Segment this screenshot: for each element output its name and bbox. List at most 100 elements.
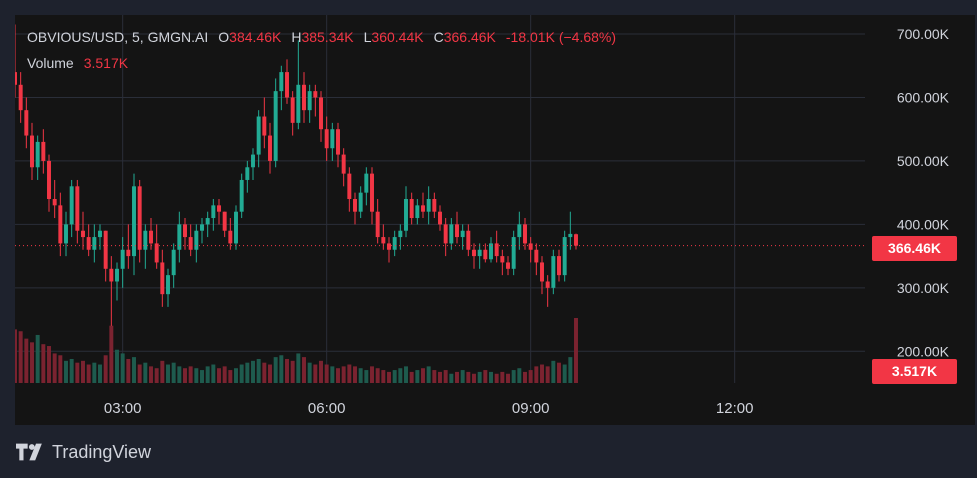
low-label: L: [363, 29, 372, 45]
chart-panel[interactable]: 700.00K 600.00K 500.00K 400.00K 300.00K 200.0…: [15, 15, 975, 425]
candle-body: [98, 230, 102, 238]
candle-body: [511, 237, 516, 269]
volume-bar: [540, 364, 544, 383]
volume-value: 3.517K: [83, 55, 129, 71]
candle-body: [183, 224, 187, 238]
volume-bar: [562, 364, 567, 383]
volume-bar: [523, 371, 527, 383]
candle-body: [506, 262, 510, 269]
candle-body: [313, 91, 318, 98]
volume-bar: [81, 360, 85, 383]
volume-bar: [211, 364, 216, 383]
volume-bar: [415, 370, 420, 383]
volume-bar: [534, 366, 539, 383]
volume-bar: [500, 371, 505, 383]
tradingview-logo[interactable]: TradingView: [16, 441, 151, 463]
last-price-tag: 366.46K: [872, 236, 957, 261]
candle-body: [103, 230, 108, 269]
tradingview-logo-icon: [16, 443, 42, 461]
volume-layer: [15, 318, 578, 383]
candle-body: [245, 167, 250, 180]
candle-body: [438, 211, 442, 225]
candle-body: [239, 179, 244, 212]
volume-bar: [466, 371, 471, 383]
candle-body: [205, 218, 210, 225]
volume-bar: [324, 364, 329, 383]
volume-bar: [239, 364, 244, 383]
candle-body: [392, 237, 397, 250]
volume-bar: [205, 366, 210, 383]
candle-body: [115, 268, 119, 282]
candle-body: [149, 230, 153, 244]
candle-body: [443, 224, 448, 244]
candle-body: [494, 243, 499, 257]
volume-bar: [228, 370, 233, 383]
volume-bar: [517, 368, 522, 383]
time-axis[interactable]: 03:00 06:00 09:00 12:00: [104, 400, 754, 417]
volume-bar: [477, 371, 482, 383]
volume-bar: [421, 368, 425, 383]
symbol-title[interactable]: OBVIOUS/USD, 5, GMGN.AI: [27, 29, 209, 45]
time-tick-label: 06:00: [308, 400, 346, 417]
candle-body: [545, 281, 550, 288]
candle-body: [472, 249, 476, 257]
volume-bar: [64, 360, 68, 383]
volume-bar: [268, 364, 272, 383]
candle-body: [477, 249, 482, 257]
price-tick-label: 200.00K: [897, 343, 950, 359]
candle-body: [285, 72, 289, 98]
volume-bar: [404, 366, 408, 383]
candle-body: [222, 211, 227, 231]
volume-bar: [330, 366, 335, 383]
volume-label[interactable]: Volume: [27, 55, 74, 71]
price-axis[interactable]: 700.00K 600.00K 500.00K 400.00K 300.00K 200.0…: [897, 26, 950, 359]
candle-body: [302, 84, 306, 111]
candle-body: [18, 84, 23, 111]
candle-body: [381, 237, 386, 244]
volume-bar: [30, 342, 34, 383]
candle-body: [30, 135, 34, 168]
candle-body: [466, 230, 471, 250]
volume-bar: [109, 325, 114, 383]
candle-body: [415, 205, 420, 219]
candle-body: [200, 224, 204, 231]
volume-bar: [551, 360, 556, 383]
candle-body: [568, 233, 573, 238]
candle-body: [296, 84, 301, 123]
volume-bar: [511, 370, 516, 383]
volume-bar: [472, 373, 476, 383]
volume-bar: [217, 368, 221, 383]
volume-bar: [188, 366, 193, 383]
candle-body: [137, 186, 142, 250]
candle-body: [109, 268, 114, 282]
logo-text: TradingView: [52, 441, 152, 462]
candle-body: [370, 173, 374, 212]
candle-body: [375, 211, 380, 238]
volume-bar: [47, 346, 51, 383]
candle-body: [523, 224, 527, 244]
candle-body: [47, 160, 51, 199]
candle-body: [86, 237, 91, 250]
volume-bar: [115, 349, 119, 383]
volume-bar: [171, 362, 176, 383]
candle-body: [358, 192, 363, 212]
volume-bar: [200, 370, 204, 383]
candle-body: [35, 141, 40, 168]
volume-bar: [86, 364, 91, 383]
price-tick-label: 700.00K: [897, 26, 950, 42]
volume-bar: [194, 368, 199, 383]
volume-bar: [279, 355, 284, 383]
volume-bar: [319, 360, 323, 383]
candle-body: [268, 135, 272, 161]
volume-bar: [234, 368, 238, 383]
candle-body: [426, 199, 431, 212]
volume-bar: [392, 370, 397, 383]
candle-body: [353, 199, 357, 212]
candle-body: [364, 173, 369, 193]
candle-body: [324, 129, 329, 149]
candle-body: [188, 237, 193, 250]
volume-bar: [143, 362, 148, 383]
volume-bar: [15, 329, 17, 383]
volume-bar: [35, 334, 40, 383]
chart-canvas[interactable]: 700.00K 600.00K 500.00K 400.00K 300.00K 200.0…: [15, 15, 975, 425]
